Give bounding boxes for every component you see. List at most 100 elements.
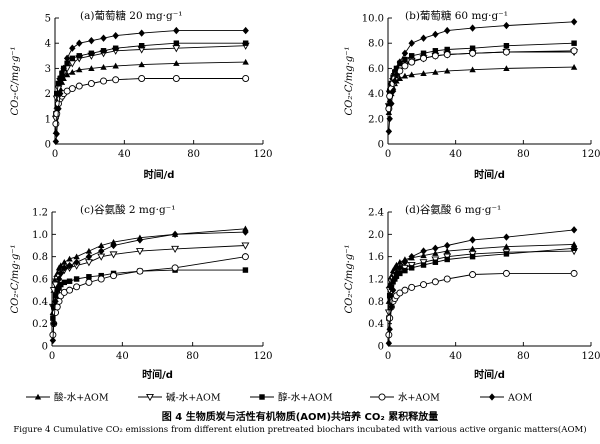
- series-line: [52, 269, 246, 319]
- data-point: [432, 48, 439, 54]
- data-point: [75, 82, 83, 90]
- data-point: [85, 278, 93, 286]
- data-point: [97, 275, 105, 283]
- data-point: [53, 130, 60, 138]
- data-point: [172, 74, 180, 82]
- x-tick-label: 40: [449, 149, 462, 160]
- legend: 酸-水+AOM 碱-水+AOM 醇-水+AOM 水+AOM AOM: [26, 392, 533, 404]
- data-point: [570, 226, 578, 234]
- data-point: [408, 265, 415, 271]
- data-point: [51, 281, 60, 289]
- x-axis-label: 时间/d: [474, 368, 505, 381]
- data-point: [73, 258, 80, 266]
- data-point: [396, 259, 404, 265]
- data-point: [50, 315, 56, 321]
- series-line: [388, 243, 575, 302]
- series-1: [385, 63, 578, 116]
- data-point: [100, 77, 108, 85]
- y-tick-label: 1.0: [32, 230, 48, 241]
- data-point: [401, 72, 409, 79]
- data-point: [408, 252, 415, 261]
- legend-item: 水+AOM: [370, 392, 440, 404]
- y-tick-label: 0.8: [368, 297, 384, 308]
- series-4: [385, 269, 578, 339]
- data-point: [88, 50, 95, 56]
- data-point: [242, 267, 249, 273]
- series-2: [384, 248, 579, 317]
- data-point: [51, 304, 57, 310]
- series-4: [52, 74, 250, 128]
- data-point: [420, 281, 428, 289]
- data-point: [408, 71, 415, 78]
- data-point: [59, 70, 65, 77]
- data-point: [432, 244, 439, 252]
- series-line: [388, 247, 575, 319]
- data-point: [469, 45, 476, 51]
- y-tick-label: 4.0: [368, 89, 384, 100]
- data-point: [66, 278, 73, 284]
- y-tick-label: 0: [45, 140, 51, 151]
- series-5: [52, 26, 249, 146]
- data-point: [385, 339, 393, 347]
- data-point: [52, 137, 60, 146]
- data-point: [58, 281, 64, 288]
- data-point: [61, 264, 68, 272]
- data-point: [64, 60, 70, 67]
- series-5: [49, 228, 249, 345]
- data-point: [54, 90, 60, 97]
- data-point: [88, 65, 95, 71]
- data-point: [401, 49, 409, 57]
- data-point: [73, 283, 81, 291]
- panel-title: (a)葡萄糖 20 mg·g⁻¹: [80, 9, 182, 22]
- data-point: [432, 259, 439, 265]
- data-point: [61, 279, 68, 286]
- data-point: [98, 242, 105, 249]
- data-point: [397, 270, 403, 277]
- x-tick-label: 120: [581, 149, 600, 160]
- data-point: [242, 26, 249, 35]
- data-point: [61, 259, 68, 265]
- x-tick-label: 120: [253, 351, 272, 362]
- data-point: [171, 230, 179, 239]
- x-tick-label: 120: [253, 149, 272, 160]
- legend-label: 碱-水+AOM: [166, 392, 221, 404]
- legend-item: 醇-水+AOM: [250, 392, 333, 404]
- y-tick-label: 0: [378, 140, 384, 151]
- series-line: [55, 45, 246, 119]
- y-tick-label: 2.4: [368, 208, 384, 219]
- data-point: [136, 236, 144, 244]
- y-tick-label: 0.4: [32, 297, 48, 308]
- data-point: [431, 278, 439, 286]
- data-point: [110, 272, 118, 280]
- legend-label: 醇-水+AOM: [278, 392, 333, 404]
- series-5: [385, 18, 578, 136]
- series-line: [52, 256, 246, 335]
- legend-item: AOM: [480, 393, 533, 404]
- series-2: [48, 242, 250, 312]
- data-point: [469, 24, 476, 32]
- y-axis-label: CO₂-C/mg·g⁻¹: [10, 244, 21, 313]
- data-point: [469, 253, 476, 260]
- data-point: [401, 286, 409, 294]
- data-point: [401, 62, 409, 70]
- y-axis-label: CO₂-C/mg·g⁻¹: [344, 46, 355, 115]
- data-point: [241, 253, 249, 261]
- series-4: [385, 47, 578, 113]
- data-point: [60, 64, 67, 73]
- data-point: [503, 65, 510, 71]
- data-point: [401, 258, 409, 266]
- data-point: [571, 40, 577, 46]
- data-point: [69, 55, 76, 62]
- data-point: [85, 252, 93, 261]
- data-point: [55, 105, 62, 113]
- legend-marker: [259, 394, 265, 400]
- data-point: [52, 293, 59, 299]
- data-point: [76, 66, 83, 73]
- y-tick-label: 8.0: [368, 39, 384, 50]
- legend-label: 酸-水+AOM: [54, 392, 109, 404]
- data-point: [389, 286, 397, 294]
- data-point: [76, 39, 83, 47]
- data-point: [112, 31, 119, 40]
- y-tick-label: 0.8: [32, 252, 48, 263]
- data-point: [57, 269, 64, 278]
